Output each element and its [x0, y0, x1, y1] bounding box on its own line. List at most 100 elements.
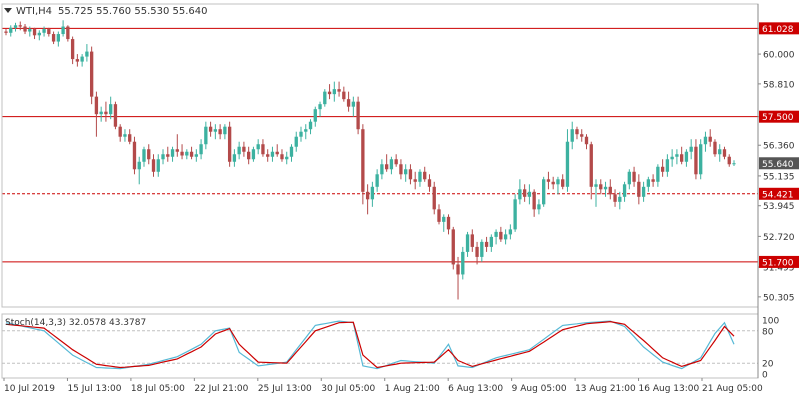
candle-body	[256, 144, 260, 150]
candle-body	[613, 194, 617, 202]
time-label: 18 Jul 05:00	[131, 384, 185, 394]
candle-body	[646, 179, 651, 187]
candle-body	[703, 136, 708, 145]
candle-body	[627, 171, 631, 185]
candle-body	[42, 29, 46, 33]
candle-body	[28, 29, 32, 32]
candle-body	[99, 111, 103, 115]
candle-body	[675, 154, 679, 157]
candle-body	[656, 166, 660, 182]
candle-body	[289, 146, 294, 157]
candle-body	[356, 101, 360, 130]
price-tick-label: 50.305	[763, 293, 795, 303]
candle-body	[651, 179, 655, 182]
candle-body	[722, 149, 727, 157]
candle-body	[342, 91, 346, 100]
candle-body	[304, 129, 308, 132]
level-price-label: 57.500	[762, 113, 794, 123]
candle-body	[18, 25, 22, 27]
time-label: 6 Aug 13:00	[448, 384, 503, 394]
candle-body	[242, 146, 246, 152]
candle-body	[546, 179, 551, 182]
candle-body	[327, 91, 332, 95]
candle-body	[713, 141, 717, 155]
candle-body	[561, 179, 565, 187]
stochastic-level-label: 20	[762, 360, 774, 370]
axes-group: 61.028 60.000 58.810 57.500 56.360 55.135 53.9…	[1, 3, 799, 394]
candle-body	[641, 186, 646, 197]
candle-body	[618, 196, 622, 202]
candle-body	[589, 144, 593, 187]
candle-body	[537, 204, 541, 210]
stochastic-level-label: 0	[762, 371, 768, 381]
candle-body	[522, 189, 527, 197]
candle-body	[480, 241, 484, 257]
candle-body	[66, 26, 70, 40]
candle-body	[175, 149, 179, 152]
ohlc-values: 55.725 55.760 55.530 55.640	[58, 6, 208, 17]
candle-body	[4, 31, 8, 33]
level-price-label: 51.700	[762, 258, 794, 268]
candle-body	[608, 186, 612, 195]
candle-body	[518, 189, 522, 200]
candle-body	[318, 104, 322, 110]
candle-body	[213, 129, 218, 132]
candle-body	[446, 216, 451, 230]
candle-body	[70, 39, 75, 60]
price-tick-label: 55.135	[763, 172, 795, 182]
candle-body	[185, 151, 189, 156]
candle-body	[9, 27, 13, 33]
candle-body	[85, 51, 89, 57]
level-price-tag	[759, 255, 799, 268]
candle-body	[432, 186, 436, 210]
candles-group	[4, 20, 736, 300]
candle-body	[61, 26, 65, 35]
candle-body	[323, 91, 327, 105]
candle-body	[261, 144, 265, 155]
candle-body	[56, 34, 61, 42]
candle-body	[484, 241, 489, 247]
candle-body	[232, 154, 237, 162]
candle-body	[437, 209, 441, 222]
candle-body	[470, 234, 474, 247]
time-label: 25 Jul 13:00	[258, 384, 312, 394]
candle-body	[237, 146, 241, 155]
candle-body	[399, 164, 403, 175]
candle-body	[542, 179, 546, 205]
candle-body	[718, 149, 722, 155]
candle-body	[413, 179, 417, 182]
candle-body	[308, 121, 313, 130]
candle-body	[123, 134, 127, 137]
price-tick-label: 56.360	[763, 142, 795, 152]
candle-body	[699, 144, 703, 175]
symbol-label: WTI,H4	[16, 6, 52, 17]
candle-body	[142, 149, 146, 162]
stochastic-level-label: 100	[762, 317, 779, 327]
candle-body	[80, 56, 84, 62]
candle-body	[551, 181, 555, 185]
price-tick-label: 51.495	[763, 264, 795, 274]
price-tick-label: 60.000	[763, 51, 795, 61]
candle-body	[227, 126, 232, 162]
time-label: 30 Jul 05:00	[321, 384, 375, 394]
time-label: 21 Aug 05:00	[702, 384, 763, 394]
level-price-tag	[759, 22, 799, 35]
candle-body	[532, 191, 536, 210]
last-price-tag	[759, 157, 799, 170]
candle-body	[423, 171, 427, 180]
candle-body	[565, 141, 570, 187]
candle-body	[218, 129, 222, 135]
candle-body	[204, 126, 208, 145]
candle-body	[427, 179, 432, 187]
candle-body	[247, 151, 251, 160]
candle-body	[727, 156, 731, 165]
candle-body	[332, 89, 336, 95]
candle-body	[380, 164, 384, 175]
candle-body	[632, 171, 636, 182]
candle-body	[89, 51, 94, 97]
triangle-down-icon[interactable]	[4, 8, 12, 13]
candle-body	[603, 186, 608, 190]
candle-body	[170, 149, 175, 157]
candle-body	[223, 126, 227, 135]
